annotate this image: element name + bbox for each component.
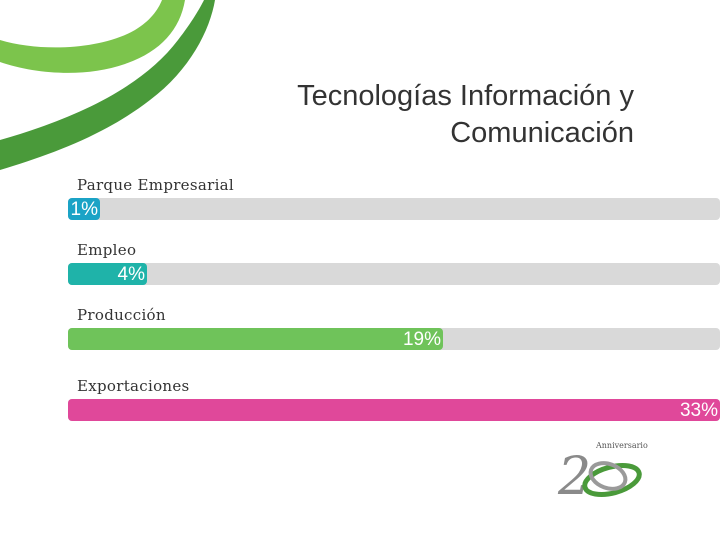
value-label-empleo: 4% bbox=[117, 264, 145, 285]
chart-title: Tecnologías Información y Comunicación bbox=[214, 78, 634, 152]
logo-ring-grey bbox=[588, 461, 628, 491]
category-label-exportaciones: Exportaciones bbox=[77, 377, 190, 395]
logo-text: Anniversario bbox=[596, 441, 648, 450]
bar-track-empleo: 4% bbox=[68, 263, 720, 285]
bar-exportaciones bbox=[68, 399, 720, 421]
decorative-swoosh bbox=[0, 0, 215, 170]
value-label-exportaciones: 33% bbox=[679, 400, 718, 421]
swoosh-light-band bbox=[0, 0, 185, 73]
bar-parque-empresarial bbox=[68, 198, 100, 220]
chart-title-line-1: Tecnologías Información y bbox=[297, 80, 634, 112]
bar-produccion bbox=[68, 328, 443, 350]
value-label-produccion: 19% bbox=[402, 329, 441, 350]
bar-empleo bbox=[68, 263, 147, 285]
anniversary-logo: 2 bbox=[557, 447, 642, 506]
category-label-produccion: Producción bbox=[77, 306, 166, 324]
value-label-parque-empresarial: 1% bbox=[70, 199, 98, 220]
chart-title-line-2: Comunicación bbox=[450, 117, 634, 149]
bar-track-parque-empresarial: 1% bbox=[68, 198, 720, 220]
category-label-empleo: Empleo bbox=[77, 241, 137, 259]
logo-numeral-2: 2 bbox=[557, 447, 591, 506]
logo-ring-green bbox=[582, 463, 642, 497]
swoosh-dark-band bbox=[0, 0, 215, 170]
bar-track-exportaciones: 33% bbox=[68, 399, 720, 421]
category-label-parque-empresarial: Parque Empresarial bbox=[77, 176, 235, 194]
bar-track-produccion: 19% bbox=[68, 328, 720, 350]
